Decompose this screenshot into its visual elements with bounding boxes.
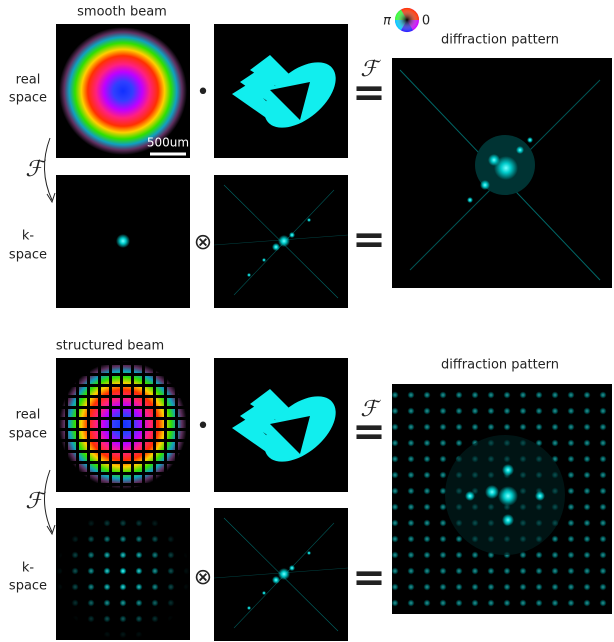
row-label: k- xyxy=(22,561,35,576)
wheel-label: π xyxy=(383,14,391,29)
row-label: real xyxy=(16,408,41,423)
result-title: diffraction pattern xyxy=(441,33,559,48)
operator: ⊗ xyxy=(194,565,212,590)
panel-title: smooth beam xyxy=(77,5,167,20)
row-label: real xyxy=(16,73,41,88)
equals: = xyxy=(352,409,386,455)
panel-title: structured beam xyxy=(56,339,164,354)
operator: ⊗ xyxy=(194,230,212,255)
phase-wheel xyxy=(395,8,419,32)
operator: • xyxy=(197,80,210,105)
kernel xyxy=(214,508,348,641)
spots xyxy=(56,508,190,640)
result-title: diffraction pattern xyxy=(441,358,559,373)
kernel xyxy=(214,175,348,308)
row-label: space xyxy=(9,579,47,594)
operator: • xyxy=(197,414,210,439)
scale-label: 500um xyxy=(147,136,189,150)
equals: = xyxy=(352,555,386,601)
equals: = xyxy=(352,217,386,263)
equals: = xyxy=(352,70,386,116)
row-label: space xyxy=(9,91,47,106)
row-label: space xyxy=(9,248,47,263)
figure: smooth beam real space k- space ℱ 500um … xyxy=(0,0,614,642)
arrow xyxy=(44,138,52,200)
wheel-label: 0 xyxy=(422,14,430,29)
diffraction xyxy=(392,384,612,614)
arrow xyxy=(44,470,52,532)
row-label: space xyxy=(9,427,47,442)
fourier-symbol: ℱ xyxy=(25,489,46,514)
beam xyxy=(59,361,187,489)
fourier-symbol: ℱ xyxy=(25,157,46,182)
row-label: k- xyxy=(22,229,35,244)
spot xyxy=(116,234,130,248)
